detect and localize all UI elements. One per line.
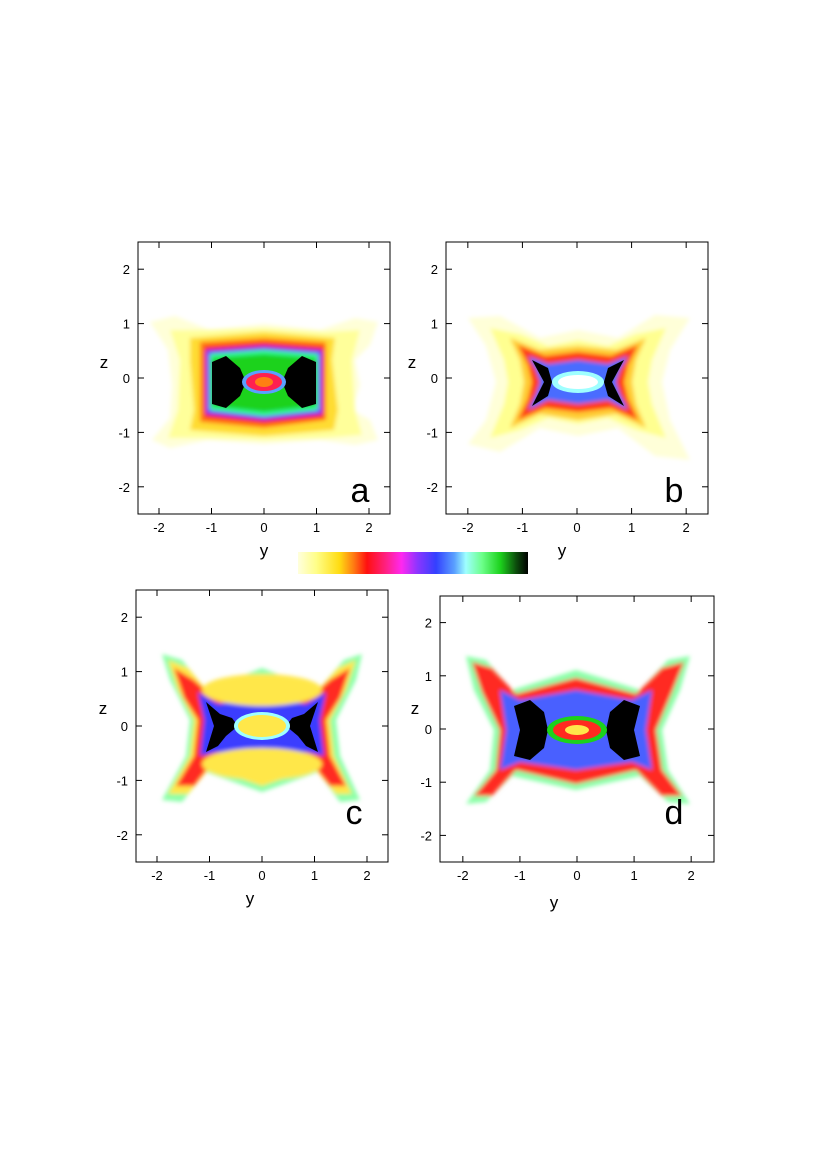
- panel-c-xtick-label: -1: [204, 868, 216, 883]
- panel-d-ytick-label: -1: [420, 775, 432, 790]
- panel-d-xlabel: y: [550, 893, 559, 912]
- panel-a-ytick-label: -1: [118, 425, 130, 440]
- panel-c-ytick-label: 2: [121, 610, 128, 625]
- panel-a-ytick-label: -2: [118, 480, 130, 495]
- panel-b-xtick-label: -2: [462, 520, 474, 535]
- panel-b-ytick-label: -2: [426, 480, 438, 495]
- panel-b-ytick-label: 1: [431, 317, 438, 332]
- panel-a-xtick-label: 1: [313, 520, 320, 535]
- panel-b-xtick-label: 1: [628, 520, 635, 535]
- panel-d-ytick-label: -2: [420, 828, 432, 843]
- panel-b-xtick-label: -1: [517, 520, 529, 535]
- annotations: -2 -1 0 1 2 2 1 0 -1 -2 y z a -2 -1 0 1 2 2 1 0 -1 -2 y z b -2 -1 0 1…: [99, 242, 714, 912]
- panel-c-ytick-label: -1: [116, 773, 128, 788]
- panel-d-ytick-label: 0: [425, 722, 432, 737]
- panel-a-xtick-label: -1: [206, 520, 218, 535]
- panel-d-xtick-label: -2: [457, 868, 469, 883]
- panel-a-xlabel: y: [260, 541, 269, 560]
- colorbar: [298, 552, 528, 574]
- panel-c-xtick-label: -2: [151, 868, 163, 883]
- panel-b-ylabel: z: [408, 353, 417, 372]
- panel-c-xlabel: y: [246, 889, 255, 908]
- panel-a-xtick-label: 0: [260, 520, 267, 535]
- panel-b-ytick-label: 2: [431, 262, 438, 277]
- panel-c-xtick-label: 2: [363, 868, 370, 883]
- panel-c-xtick-label: 0: [258, 868, 265, 883]
- panel-a-ytick-label: 2: [123, 262, 130, 277]
- panel-d-xtick-label: -1: [514, 868, 526, 883]
- panel-c-ylabel: z: [99, 699, 108, 718]
- panel-d-letter: d: [665, 794, 684, 832]
- panel-d-xtick-label: 1: [630, 868, 637, 883]
- panel-b-letter: b: [665, 472, 684, 510]
- panel-d-ytick-label: 1: [425, 669, 432, 684]
- panel-b-xtick-label: 0: [573, 520, 580, 535]
- panel-a-xtick-label: 2: [365, 520, 372, 535]
- panel-d: [439, 595, 715, 863]
- panel-b-ytick-label: -1: [426, 425, 438, 440]
- panel-b-ytick-label: 0: [431, 371, 438, 386]
- panel-b-xlabel: y: [558, 541, 567, 560]
- panel-b-xtick-label: 2: [683, 520, 690, 535]
- panel-d-xtick-label: 0: [573, 868, 580, 883]
- panel-a-plot: [150, 316, 378, 448]
- panel-c-letter: c: [346, 794, 363, 832]
- panel-d-ylabel: z: [411, 699, 420, 718]
- panel-a-letter: a: [351, 472, 370, 510]
- panel-a-ytick-label: 0: [123, 371, 130, 386]
- panel-c-xtick-label: 1: [311, 868, 318, 883]
- panel-d-xtick-label: 2: [688, 868, 695, 883]
- panel-c-ytick-label: 0: [121, 719, 128, 734]
- panel-c: [135, 589, 389, 863]
- panel-a-ylabel: z: [100, 353, 109, 372]
- panel-d-ytick-label: 2: [425, 616, 432, 631]
- panel-c-ytick-label: 1: [121, 665, 128, 680]
- panel-a-ytick-label: 1: [123, 317, 130, 332]
- panel-c-ytick-label: -2: [116, 828, 128, 843]
- panel-a-xtick-label: -2: [153, 520, 165, 535]
- panel-b: [445, 241, 709, 515]
